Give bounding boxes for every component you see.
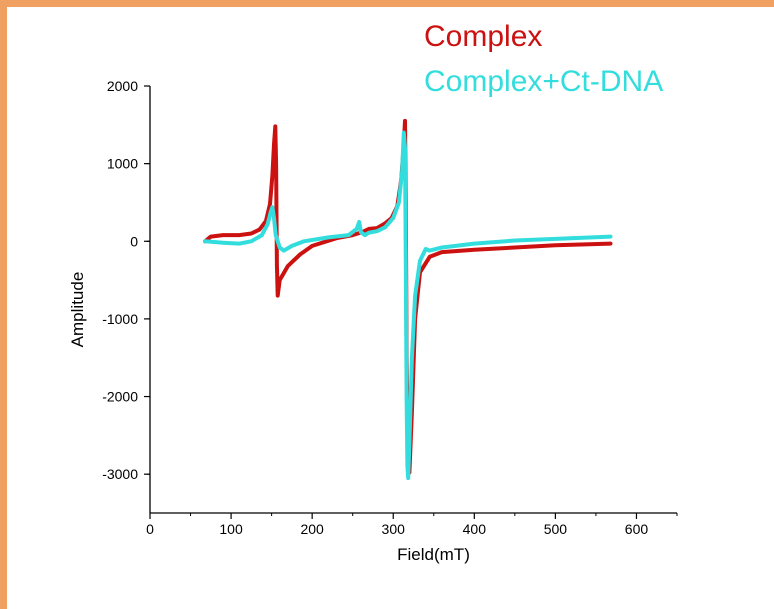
x-tick-label: 300 (382, 521, 406, 537)
y-tick-label: -2000 (102, 389, 138, 405)
x-ticks: 0 100 200 300 400 500 600 (146, 513, 678, 537)
chart-svg: 0 100 200 300 400 500 600 -3000 -2000 -1000 0 1000… (68, 20, 678, 564)
y-axis-title: Amplitude (68, 272, 87, 348)
y-ticks: -3000 -2000 -1000 0 1000 2000 (102, 78, 150, 482)
x-axis-title: Field(mT) (397, 545, 470, 564)
y-tick-label: 0 (130, 233, 138, 249)
legend-entry-complex-ct-dna: Complex+Ct-DNA (424, 65, 663, 98)
legend-entry-complex: Complex (424, 20, 542, 53)
x-tick-label: 0 (146, 521, 154, 537)
y-tick-label: -1000 (102, 311, 138, 327)
x-tick-label: 400 (463, 521, 487, 537)
y-tick-label: 1000 (107, 156, 138, 172)
y-tick-label: -3000 (102, 466, 138, 482)
series-layer (203, 118, 613, 481)
x-tick-label: 600 (625, 521, 649, 537)
chart-axes (149, 86, 677, 514)
series-line-1 (203, 130, 613, 481)
x-tick-label: 200 (300, 521, 324, 537)
x-tick-label: 500 (544, 521, 568, 537)
legend: Complex Complex+Ct-DNA (424, 20, 663, 98)
x-tick-label: 100 (219, 521, 243, 537)
y-tick-label: 2000 (107, 78, 138, 94)
